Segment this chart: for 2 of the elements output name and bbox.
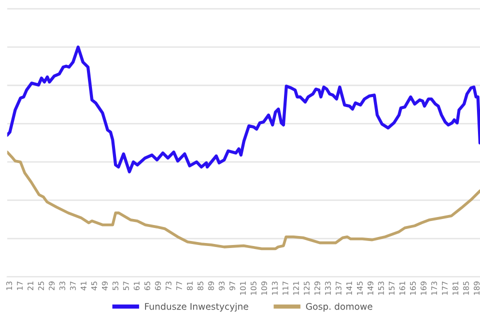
legend-label: Fundusze Inwestycyjne [145,302,248,312]
legend-label: Gosp. domowe [306,302,372,312]
